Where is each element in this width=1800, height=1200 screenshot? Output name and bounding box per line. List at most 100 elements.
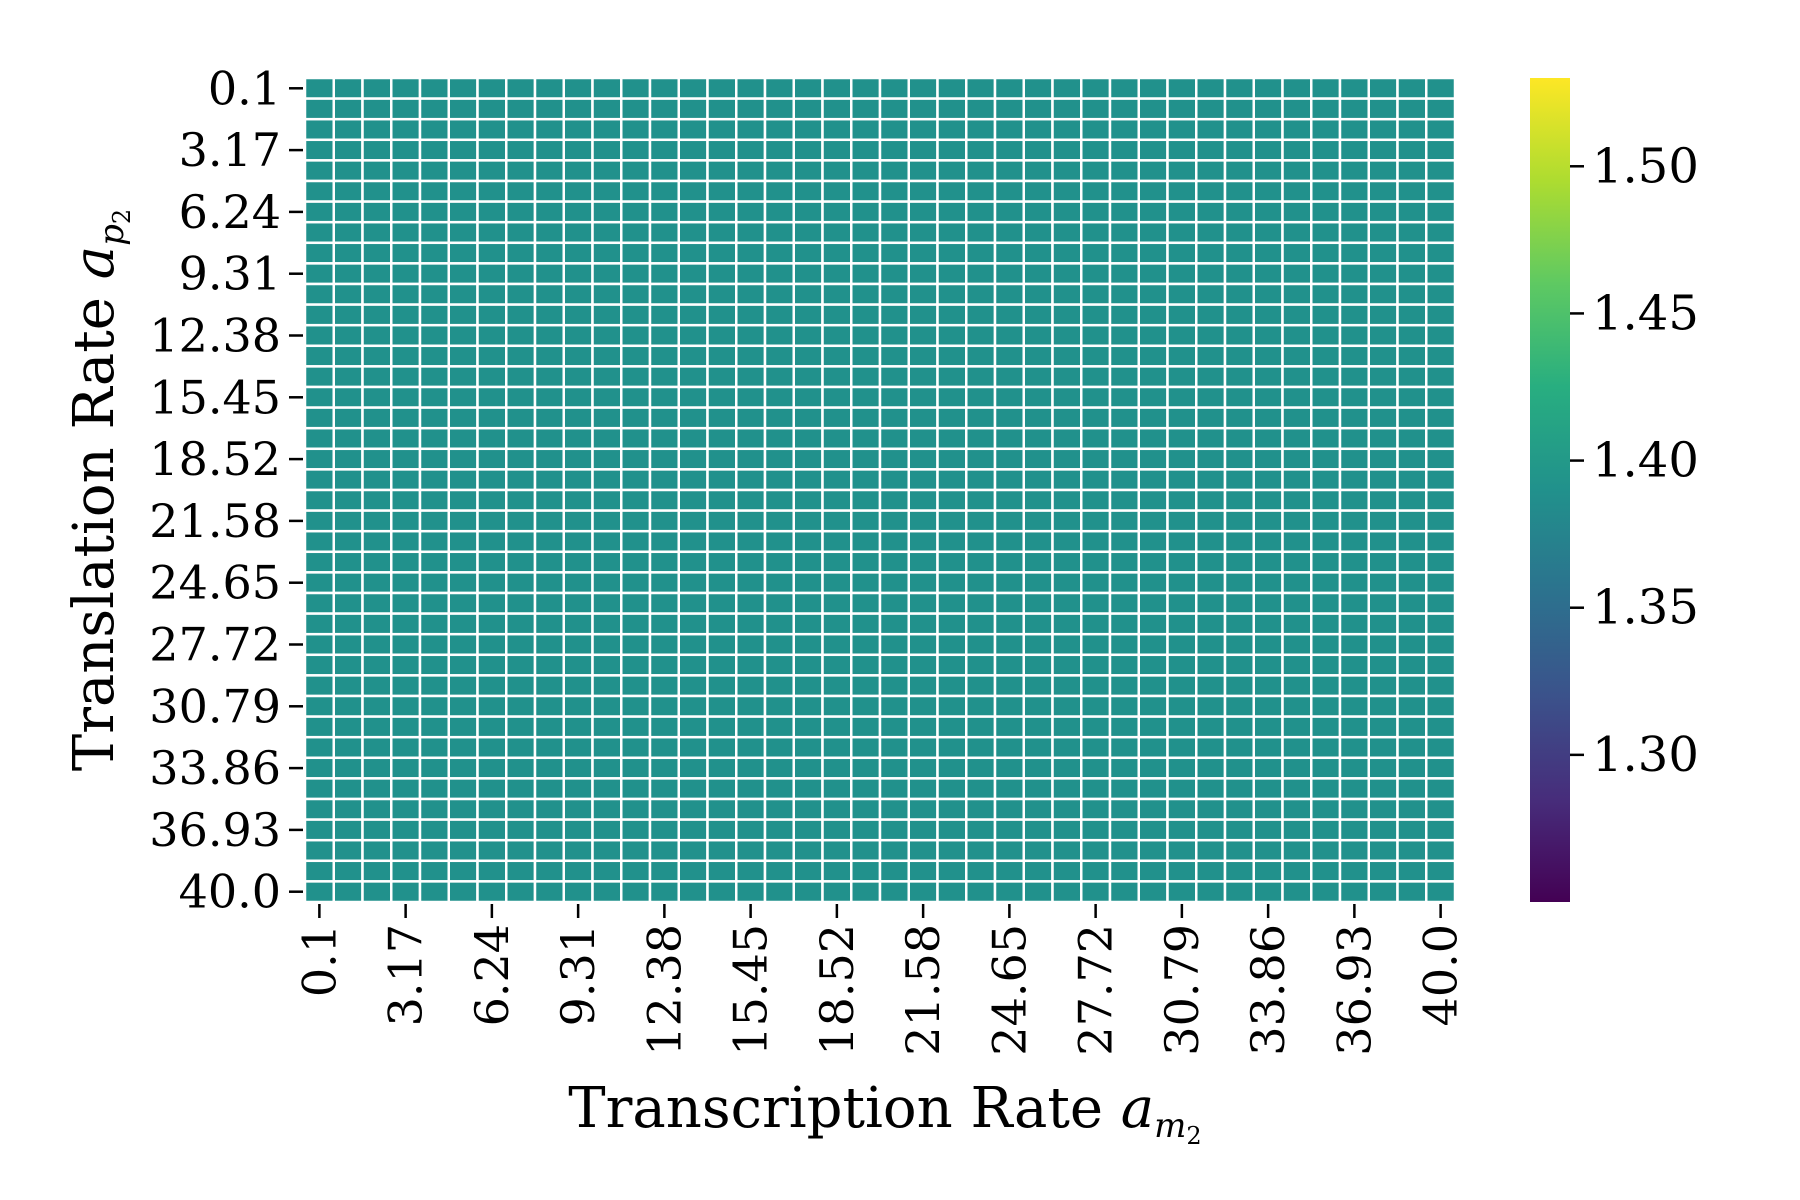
heatmap-cell	[1425, 468, 1457, 492]
heatmap-cell	[1022, 838, 1054, 863]
heatmap-cell	[1396, 159, 1428, 183]
heatmap-cell	[1425, 97, 1457, 121]
heatmap-cell	[792, 344, 824, 368]
heatmap-cell	[1223, 591, 1255, 615]
heatmap-cell	[1108, 447, 1140, 471]
heatmap-cell	[850, 303, 882, 327]
heatmap-cell	[361, 694, 393, 718]
heatmap-cell	[620, 571, 652, 595]
heatmap-cell	[1252, 529, 1284, 554]
heatmap-cell	[591, 591, 623, 615]
heatmap-cell	[1080, 653, 1112, 677]
heatmap-cell	[907, 735, 939, 760]
heatmap-cell	[907, 117, 939, 142]
heatmap-cell	[390, 550, 422, 574]
heatmap-cell	[1396, 777, 1428, 801]
heatmap-cell	[390, 735, 422, 760]
heatmap-cell	[1425, 612, 1457, 636]
heatmap-cell	[1338, 715, 1370, 739]
heatmap-cell	[648, 262, 680, 286]
heatmap-cell	[763, 220, 795, 245]
heatmap-cell	[936, 550, 968, 574]
heatmap-cell	[562, 653, 594, 677]
heatmap-cell	[1425, 323, 1457, 348]
heatmap-cell	[1080, 117, 1112, 142]
heatmap-cell	[303, 179, 335, 203]
heatmap-cell	[390, 303, 422, 327]
heatmap-cell	[1281, 818, 1313, 842]
heatmap-cell	[648, 220, 680, 245]
heatmap-cell	[1166, 468, 1198, 492]
heatmap-cell	[993, 200, 1025, 224]
heatmap-cell	[1195, 550, 1227, 574]
heatmap-cell	[418, 488, 450, 512]
heatmap-cell	[1281, 365, 1313, 389]
heatmap-cell	[792, 159, 824, 183]
heatmap-cell	[361, 344, 393, 368]
heatmap-cell	[1108, 694, 1140, 718]
heatmap-cell	[850, 344, 882, 368]
heatmap-cell	[303, 76, 335, 100]
heatmap-cell	[361, 447, 393, 471]
x-tick-label: 24.65	[982, 924, 1036, 1056]
heatmap-cell	[1080, 220, 1112, 245]
heatmap-cell	[1310, 777, 1342, 801]
heatmap-cell	[303, 323, 335, 348]
heatmap-cell	[505, 468, 537, 492]
heatmap-cell	[361, 735, 393, 760]
heatmap-cell	[1195, 241, 1227, 265]
heatmap-cell	[447, 838, 479, 863]
heatmap-cell	[821, 159, 853, 183]
heatmap-cell	[1281, 488, 1313, 512]
heatmap-cell	[1425, 138, 1457, 162]
heatmap-cell	[1338, 220, 1370, 245]
heatmap-cell	[878, 550, 910, 574]
heatmap-cell	[1338, 385, 1370, 409]
heatmap-cell	[1281, 529, 1313, 554]
heatmap-cell	[735, 550, 767, 574]
heatmap-cell	[390, 777, 422, 801]
heatmap-cell	[907, 159, 939, 183]
heatmap-cell	[1223, 653, 1255, 677]
heatmap-cell	[1137, 488, 1169, 512]
heatmap-cell	[1338, 550, 1370, 574]
heatmap-cell	[1338, 756, 1370, 780]
heatmap-cell	[505, 179, 537, 203]
heatmap-cell	[792, 97, 824, 121]
heatmap-cell	[821, 282, 853, 306]
heatmap-cell	[821, 756, 853, 780]
heatmap-cell	[677, 529, 709, 554]
heatmap-cell	[476, 674, 508, 698]
heatmap-cell	[936, 694, 968, 718]
heatmap-cell	[591, 632, 623, 657]
heatmap-cell	[332, 591, 364, 615]
heatmap-cell	[303, 385, 335, 409]
heatmap-cell	[763, 385, 795, 409]
heatmap-cell	[1281, 426, 1313, 451]
heatmap-cell	[1080, 612, 1112, 636]
heatmap-cell	[390, 159, 422, 183]
heatmap-cell	[476, 735, 508, 760]
heatmap-cell	[907, 777, 939, 801]
heatmap-cell	[821, 735, 853, 760]
heatmap-cell	[1252, 282, 1284, 306]
heatmap-cell	[533, 632, 565, 657]
heatmap-cell	[476, 344, 508, 368]
heatmap-cell	[1367, 220, 1399, 245]
heatmap-cell	[591, 694, 623, 718]
heatmap-cell	[936, 76, 968, 100]
heatmap-cell	[1022, 262, 1054, 286]
heatmap-cell	[361, 529, 393, 554]
heatmap-cell	[533, 509, 565, 533]
heatmap-cell	[1223, 756, 1255, 780]
heatmap-cell	[1338, 694, 1370, 718]
heatmap-cell	[706, 282, 738, 306]
heatmap-cell	[505, 880, 537, 904]
heatmap-cell	[361, 797, 393, 821]
heatmap-cell	[850, 406, 882, 430]
heatmap-cell	[648, 365, 680, 389]
heatmap-cell	[1310, 159, 1342, 183]
heatmap-cell	[1310, 406, 1342, 430]
heatmap-cell	[591, 97, 623, 121]
heatmap-cell	[1108, 529, 1140, 554]
